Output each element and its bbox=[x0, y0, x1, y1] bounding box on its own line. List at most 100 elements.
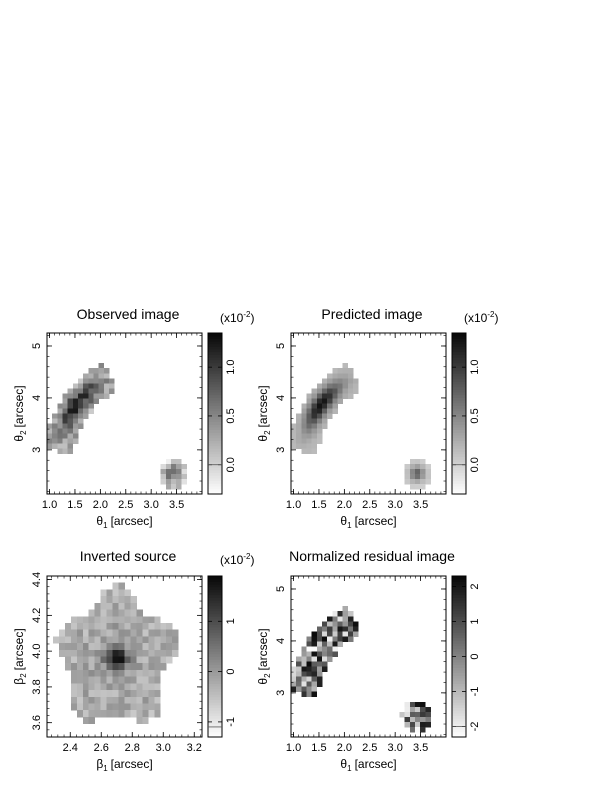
pixel bbox=[103, 388, 110, 394]
colorbar-swatch bbox=[452, 702, 466, 706]
pixel bbox=[148, 629, 155, 637]
pixel bbox=[420, 716, 426, 723]
colorbar-swatch bbox=[208, 483, 222, 487]
pixel bbox=[130, 649, 137, 657]
pixel bbox=[342, 378, 349, 384]
pixel bbox=[332, 641, 338, 647]
pixel bbox=[306, 681, 313, 688]
pixel bbox=[67, 393, 74, 399]
y-axis: 3 4 5 bbox=[275, 578, 446, 735]
pixel bbox=[337, 368, 344, 374]
pixel bbox=[88, 622, 96, 631]
pixel bbox=[420, 478, 426, 485]
colorbar-swatch bbox=[208, 418, 222, 423]
colorbar-swatch bbox=[208, 640, 222, 644]
pixel bbox=[322, 378, 328, 384]
x-tick-label: 2.8 bbox=[125, 742, 140, 754]
pixel bbox=[78, 378, 84, 384]
pixel bbox=[327, 651, 333, 657]
pixel bbox=[420, 483, 426, 490]
colorbar-swatch bbox=[208, 453, 222, 457]
pixel bbox=[70, 696, 78, 704]
x-axis-label: θ1 [arcsec] bbox=[340, 514, 396, 530]
pixel bbox=[94, 696, 102, 704]
pixel bbox=[130, 622, 137, 631]
colorbar-swatch bbox=[208, 637, 222, 641]
colorbar-swatch bbox=[452, 624, 466, 628]
pixel bbox=[67, 433, 74, 440]
colorbar-swatch bbox=[208, 669, 222, 674]
y-tick-label: 3 bbox=[275, 690, 287, 696]
pixel bbox=[332, 611, 338, 617]
pixel bbox=[124, 636, 131, 644]
pixel bbox=[301, 418, 307, 424]
pixel bbox=[78, 398, 84, 404]
pixel bbox=[100, 602, 108, 610]
colorbar-swatch bbox=[452, 354, 466, 358]
colorbar-swatch bbox=[208, 432, 222, 436]
pixel bbox=[112, 616, 119, 624]
pixel bbox=[72, 438, 79, 445]
colorbar-swatch bbox=[452, 669, 466, 674]
pixel bbox=[57, 428, 63, 435]
pixel bbox=[82, 710, 90, 718]
pixel bbox=[142, 649, 149, 657]
pixel bbox=[160, 629, 167, 637]
colorbar-swatch bbox=[208, 456, 222, 460]
pixel bbox=[62, 403, 69, 409]
pixel bbox=[291, 686, 297, 693]
pixel bbox=[70, 690, 78, 698]
pixel bbox=[347, 373, 354, 379]
pixel bbox=[347, 631, 354, 637]
colorbar-swatch bbox=[452, 592, 466, 596]
pixel bbox=[124, 690, 131, 698]
pixel bbox=[82, 716, 90, 724]
y-tick-label: 4.0 bbox=[31, 643, 43, 658]
pixel bbox=[72, 413, 79, 419]
colorbar-swatch bbox=[452, 576, 466, 580]
colorbar-swatch bbox=[208, 488, 222, 492]
colorbar-swatch bbox=[452, 648, 466, 652]
colorbar-swatch bbox=[452, 621, 466, 625]
pixel bbox=[172, 629, 179, 637]
plot-frame bbox=[46, 332, 203, 495]
multiplier-exponent: -2 bbox=[243, 552, 251, 561]
pixel bbox=[78, 413, 84, 419]
pixel bbox=[154, 649, 161, 657]
pixel bbox=[154, 690, 161, 698]
pixel bbox=[154, 696, 161, 704]
pixel bbox=[136, 676, 143, 684]
x-tick-label: 1.0 bbox=[286, 742, 301, 754]
pixel bbox=[322, 403, 328, 409]
pixel bbox=[106, 636, 113, 644]
pixel bbox=[404, 721, 411, 728]
pixel bbox=[106, 622, 113, 631]
colorbar-swatch bbox=[452, 594, 466, 598]
colorbar-frame bbox=[451, 332, 467, 495]
colorbar-tick-label: -1 bbox=[225, 717, 237, 727]
colorbar-swatch bbox=[452, 680, 466, 684]
pixel bbox=[82, 629, 90, 637]
pixel bbox=[322, 383, 328, 389]
y-axis-symbol: θ bbox=[256, 678, 270, 685]
colorbar-swatch bbox=[452, 653, 466, 657]
pixel bbox=[112, 589, 119, 597]
pixel bbox=[88, 403, 94, 409]
pixel bbox=[420, 726, 426, 733]
colorbar-swatch bbox=[452, 346, 466, 350]
pixel bbox=[76, 669, 84, 678]
pixel bbox=[100, 609, 108, 617]
colorbar-swatch bbox=[208, 346, 222, 350]
pixel bbox=[327, 631, 333, 637]
pixel bbox=[136, 609, 143, 617]
pixel bbox=[124, 622, 131, 631]
pixel bbox=[72, 383, 79, 389]
pixel bbox=[353, 378, 359, 384]
colorbar-swatch bbox=[452, 726, 466, 730]
pixel bbox=[112, 690, 119, 698]
pixel bbox=[67, 423, 74, 429]
pixel bbox=[88, 373, 94, 379]
pixel bbox=[124, 663, 131, 671]
pixel bbox=[88, 388, 94, 394]
multiplier-exponent: -2 bbox=[487, 310, 495, 319]
